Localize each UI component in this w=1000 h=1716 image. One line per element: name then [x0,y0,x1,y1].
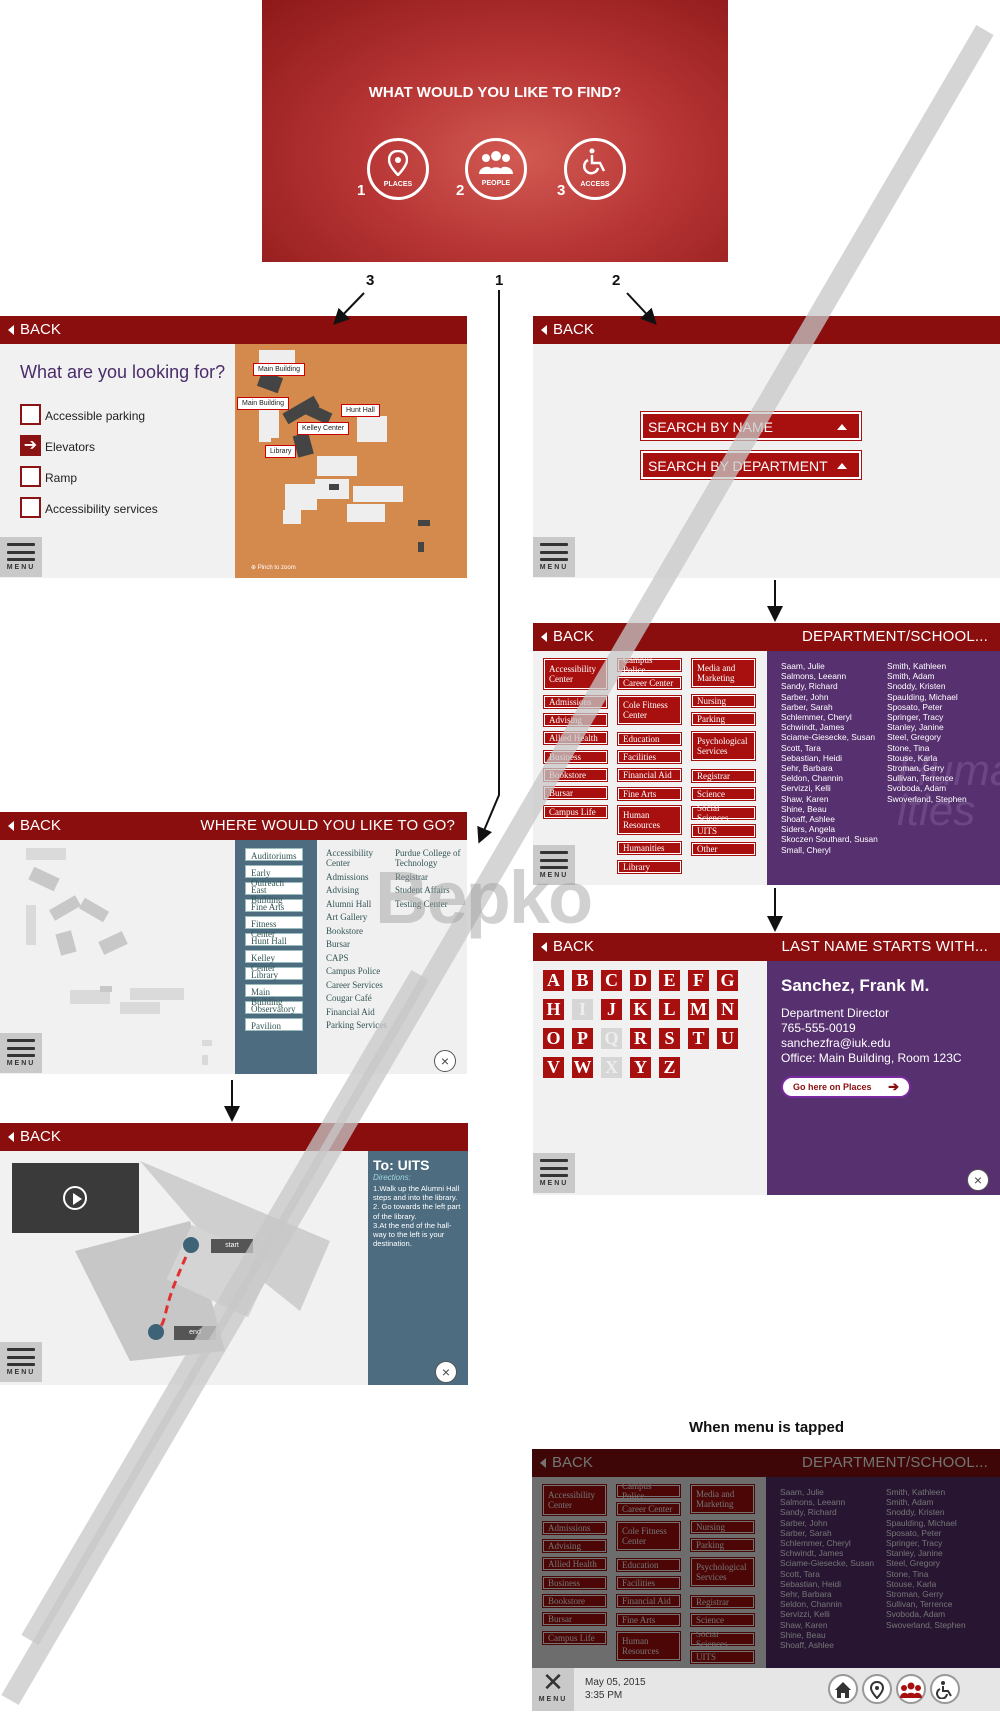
watermark-text: Bepko [375,856,593,939]
